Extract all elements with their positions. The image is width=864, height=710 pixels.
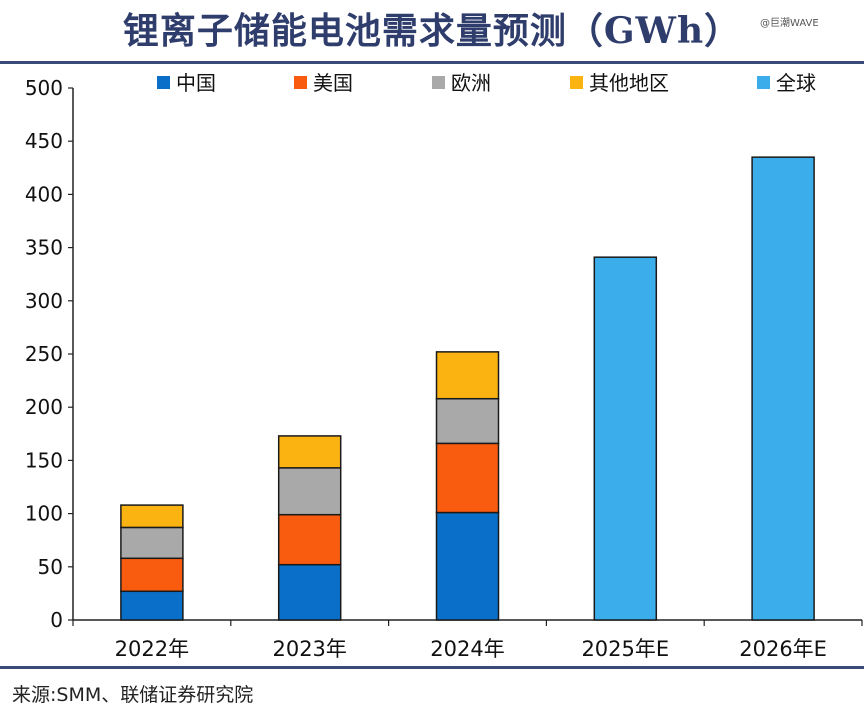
x-tick-label: 2024年	[430, 637, 504, 661]
legend-swatch-global	[757, 76, 770, 89]
y-tick-label: 450	[25, 129, 63, 153]
y-tick-label: 500	[25, 76, 63, 100]
y-tick-label: 100	[25, 502, 63, 526]
chart-title: 锂离子储能电池需求量预测（GWh）	[122, 10, 742, 52]
legend-label-china: 中国	[176, 71, 216, 95]
y-tick-label: 50	[38, 555, 63, 579]
x-tick-label: 2023年	[272, 637, 346, 661]
bar-segment-china	[120, 590, 184, 621]
bar-segment-global	[593, 256, 658, 621]
chart-legend: 中国 美国 欧洲 其他地区 全球	[157, 71, 816, 95]
x-tick-label: 2022年	[115, 637, 189, 661]
y-tick-label: 0	[50, 608, 63, 632]
bar-segment-china	[277, 563, 342, 621]
bar-segment-usa	[277, 513, 342, 566]
bar-segment-other	[277, 435, 342, 469]
watermark: @巨潮WAVE	[760, 18, 819, 29]
bar-segment-europe	[120, 526, 184, 560]
y-tick-label: 150	[25, 448, 63, 472]
bar-segment-other	[435, 351, 500, 400]
y-tick-label: 200	[25, 395, 63, 419]
bar-segment-europe	[277, 467, 342, 516]
legend-label-europe: 欧洲	[451, 71, 491, 95]
bar-segment-usa	[120, 557, 184, 593]
bar-segment-europe	[435, 397, 500, 445]
y-tick-label: 400	[25, 182, 63, 206]
legend-label-other: 其他地区	[589, 71, 669, 95]
x-tick-label: 2026年E	[739, 637, 827, 661]
x-tick-label: 2025年E	[581, 637, 669, 661]
legend-swatch-china	[157, 76, 170, 89]
bar-segment-usa	[435, 442, 500, 514]
source-note: 来源:SMM、联储证券研究院	[12, 684, 254, 706]
y-tick-label: 300	[25, 289, 63, 313]
y-tick-label: 350	[25, 236, 63, 260]
chart-bars	[120, 156, 815, 621]
bottom-rule	[0, 666, 864, 669]
bar-segment-global	[751, 156, 815, 621]
top-rule	[0, 61, 864, 64]
y-tick-label: 250	[25, 342, 63, 366]
legend-label-usa: 美国	[313, 71, 353, 95]
bar-chart: 0 50 100 150 200 250 300 350 400 450 500 2022年 2023年…	[25, 71, 863, 661]
legend-swatch-other	[570, 76, 583, 89]
legend-swatch-europe	[432, 76, 445, 89]
legend-label-global: 全球	[776, 71, 816, 95]
bar-segment-other	[120, 504, 184, 529]
legend-swatch-usa	[294, 76, 307, 89]
bar-segment-china	[435, 511, 500, 621]
